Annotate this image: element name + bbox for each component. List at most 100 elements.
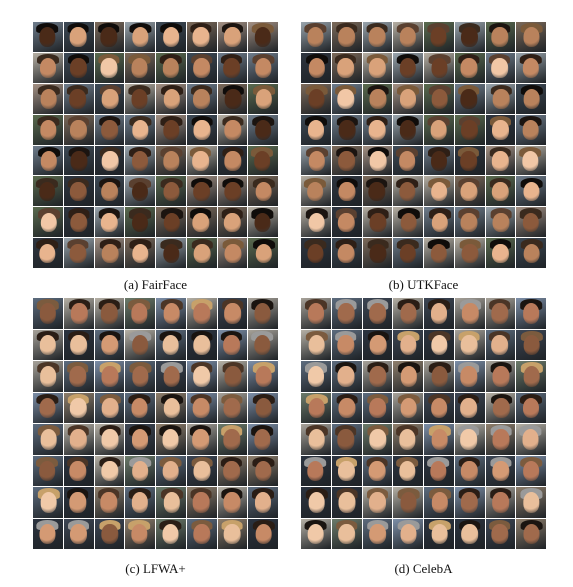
face-thumbnail <box>95 146 125 176</box>
face-shape <box>40 151 57 171</box>
face-shape <box>491 58 508 78</box>
face-thumbnail <box>33 424 63 455</box>
face-shape <box>71 213 88 233</box>
face-shape <box>254 429 271 449</box>
face-thumbnail <box>393 53 423 83</box>
face-grid-utkface <box>301 22 546 268</box>
face-thumbnail <box>455 456 485 487</box>
face-thumbnail <box>218 146 248 176</box>
face-thumbnail <box>156 53 186 83</box>
face-thumbnail <box>248 330 278 361</box>
face-thumbnail <box>33 519 63 550</box>
face-thumbnail <box>64 424 94 455</box>
face-thumbnail <box>486 330 516 361</box>
face-shape <box>40 429 57 449</box>
face-thumbnail <box>393 361 423 392</box>
face-shape <box>339 120 356 140</box>
face-thumbnail <box>125 115 155 145</box>
face-shape <box>308 303 325 323</box>
face-shape <box>224 524 241 544</box>
face-thumbnail <box>363 115 393 145</box>
face-shape <box>461 213 478 233</box>
face-shape <box>308 120 325 140</box>
face-shape <box>400 244 417 264</box>
face-shape <box>370 213 387 233</box>
face-thumbnail <box>301 393 331 424</box>
face-shape <box>492 151 509 171</box>
face-shape <box>70 27 87 47</box>
face-thumbnail <box>187 53 217 83</box>
face-shape <box>102 366 119 386</box>
face-thumbnail <box>95 519 125 550</box>
face-thumbnail <box>33 146 63 176</box>
face-shape <box>492 244 509 264</box>
face-shape <box>70 492 87 512</box>
face-thumbnail <box>64 207 94 237</box>
face-thumbnail <box>486 115 516 145</box>
face-shape <box>400 398 417 418</box>
face-shape <box>462 244 479 264</box>
face-shape <box>522 151 539 171</box>
face-thumbnail <box>156 115 186 145</box>
face-shape <box>400 335 417 355</box>
face-shape <box>194 303 211 323</box>
face-shape <box>39 335 56 355</box>
face-thumbnail <box>424 298 454 329</box>
face-shape <box>101 213 118 233</box>
face-shape <box>256 244 273 264</box>
face-thumbnail <box>156 238 186 268</box>
face-thumbnail <box>363 22 393 52</box>
face-shape <box>131 58 148 78</box>
face-thumbnail <box>301 424 331 455</box>
face-thumbnail <box>486 53 516 83</box>
face-thumbnail <box>332 84 362 114</box>
face-thumbnail <box>424 84 454 114</box>
face-thumbnail <box>218 361 248 392</box>
face-thumbnail <box>486 519 516 550</box>
face-thumbnail <box>64 53 94 83</box>
face-thumbnail <box>95 238 125 268</box>
face-thumbnail <box>455 519 485 550</box>
face-shape <box>255 27 272 47</box>
face-shape <box>101 120 118 140</box>
face-shape <box>308 366 325 386</box>
panel-utkface: (b) UTKFace <box>286 0 573 293</box>
face-thumbnail <box>455 330 485 361</box>
face-shape <box>132 244 149 264</box>
face-thumbnail <box>64 22 94 52</box>
face-thumbnail <box>332 115 362 145</box>
face-shape <box>132 366 149 386</box>
face-thumbnail <box>33 361 63 392</box>
face-thumbnail <box>424 22 454 52</box>
face-shape <box>337 58 354 78</box>
face-shape <box>370 335 387 355</box>
face-thumbnail <box>332 487 362 518</box>
face-shape <box>255 58 272 78</box>
face-shape <box>39 524 56 544</box>
face-shape <box>101 182 118 202</box>
face-shape <box>523 89 540 109</box>
face-shape <box>491 524 508 544</box>
face-shape <box>401 366 418 386</box>
face-shape <box>461 89 478 109</box>
face-shape <box>224 120 241 140</box>
face-shape <box>431 151 448 171</box>
face-thumbnail <box>363 424 393 455</box>
face-thumbnail <box>393 146 423 176</box>
face-shape <box>39 244 56 264</box>
face-thumbnail <box>424 456 454 487</box>
face-thumbnail <box>301 146 331 176</box>
face-shape <box>431 303 448 323</box>
face-thumbnail <box>64 176 94 206</box>
caption-utkface: (b) UTKFace <box>301 277 546 293</box>
face-shape <box>370 89 387 109</box>
face-thumbnail <box>187 298 217 329</box>
face-shape <box>101 303 118 323</box>
face-shape <box>338 461 355 481</box>
face-thumbnail <box>363 456 393 487</box>
face-shape <box>491 27 508 47</box>
face-thumbnail <box>33 22 63 52</box>
face-shape <box>307 461 324 481</box>
face-shape <box>193 58 210 78</box>
face-shape <box>194 120 211 140</box>
